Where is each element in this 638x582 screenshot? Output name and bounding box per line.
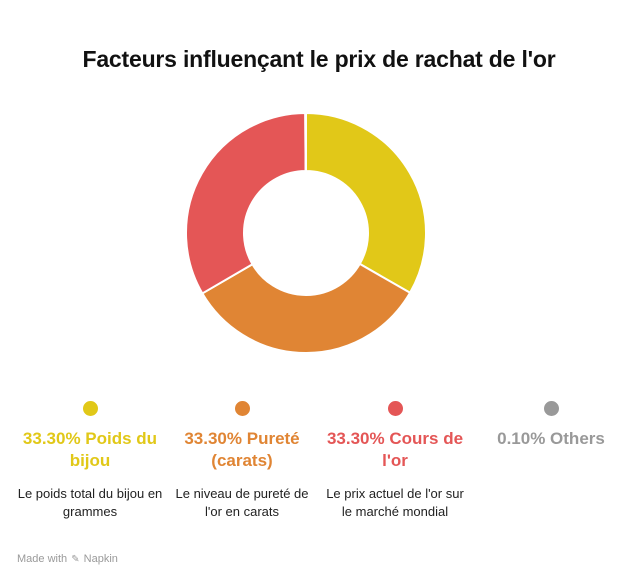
- footer-prefix: Made with: [17, 553, 68, 565]
- legend-item-purete: 33.30% Pureté (carats) Le niveau de pure…: [167, 398, 317, 521]
- legend-description: Le poids total du bijou en grammes: [17, 486, 163, 519]
- napkin-logo-icon: ✎: [71, 554, 80, 565]
- chart-title: Facteurs influençant le prix de rachat d…: [82, 46, 556, 72]
- legend-description: Le prix actuel de l'or sur le marché mon…: [326, 486, 464, 519]
- donut-slice-4: [304, 111, 307, 173]
- donut-slice-2: [200, 262, 412, 354]
- legend-percent-label: 0.10% Others: [497, 429, 605, 448]
- legend-dot: [234, 401, 250, 416]
- legend-item-others: 0.10% Others: [476, 398, 626, 463]
- footer-credit: Made with ✎ Napkin: [17, 553, 118, 565]
- legend-item-poids: 33.30% Poids du bijou Le poids total du …: [15, 398, 165, 521]
- legend-percent-label: 33.30% Pureté (carats): [184, 429, 300, 470]
- donut-slice-1: [305, 111, 427, 295]
- legend-dot: [387, 401, 403, 416]
- footer-brand: Napkin: [83, 553, 118, 565]
- legend-dot: [82, 401, 98, 416]
- donut-chart: [185, 111, 427, 354]
- legend-percent-label: 33.30% Cours de l'or: [326, 429, 464, 470]
- legend-description: Le niveau de pureté de l'or en carats: [175, 486, 309, 519]
- legend-percent-label: 33.30% Poids du bijou: [22, 429, 158, 470]
- legend: 33.30% Poids du bijou Le poids total du …: [0, 398, 638, 548]
- donut-slice-3: [185, 111, 307, 295]
- legend-dot: [543, 401, 559, 416]
- legend-item-cours: 33.30% Cours de l'or Le prix actuel de l…: [320, 398, 470, 521]
